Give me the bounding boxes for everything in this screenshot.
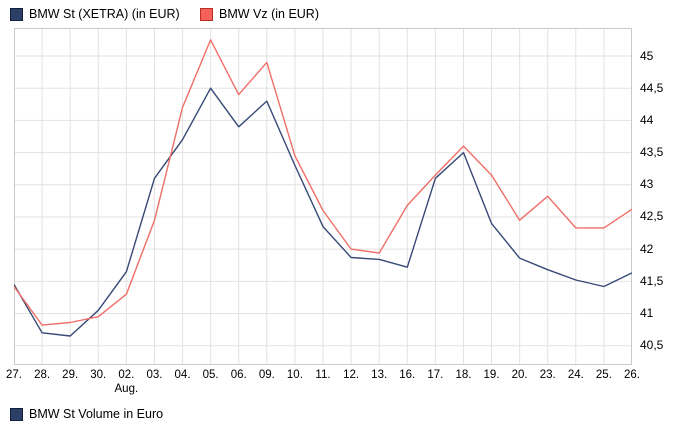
x-axis-tick-label: 25. — [595, 369, 612, 381]
x-axis-tick-label: 02. — [118, 369, 135, 381]
plot-frame — [14, 28, 632, 365]
y-axis-tick-label: 43,5 — [640, 145, 664, 160]
x-axis-tick-label: 18. — [455, 369, 472, 381]
x-axis-tick-label: 24. — [567, 369, 584, 381]
x-axis-tick-label: 17. — [427, 369, 444, 381]
bottom-legend-label: BMW St Volume in Euro — [29, 407, 164, 421]
month-sublabel: Aug. — [114, 383, 139, 395]
y-axis-tick-label: 41,5 — [640, 273, 664, 288]
y-axis-tick-label: 42 — [640, 241, 654, 256]
x-axis-tick-label: 27. — [6, 369, 22, 381]
x-axis-tick-label: 13. — [371, 369, 388, 381]
x-axis-tick-label: 19. — [483, 369, 500, 381]
legend-color-swatch-icon — [200, 7, 213, 21]
x-axis-tick-label: 20. — [511, 369, 528, 381]
x-axis-tick-label: 05. — [202, 369, 219, 381]
price-chart-plot-area — [13, 28, 633, 370]
legend-label: BMW Vz (in EUR) — [219, 7, 319, 21]
y-axis-tick-label: 44 — [640, 112, 654, 127]
y-axis-tick-label: 40,5 — [640, 338, 664, 353]
x-axis-tick-label: 03. — [146, 369, 163, 381]
x-axis-tick-label: 04. — [174, 369, 191, 381]
price-chart-svg — [13, 28, 633, 365]
legend-label: BMW St (XETRA) (in EUR) — [29, 7, 180, 21]
x-axis-tick-label: 11. — [315, 369, 331, 381]
line-bmw-st — [13, 87, 633, 337]
x-axis-tick-label: 23. — [539, 369, 556, 381]
y-axis-tick-label: 43 — [640, 177, 654, 192]
x-axis-tick-label: 12. — [343, 369, 360, 381]
y-axis-tick-label: 42,5 — [640, 209, 664, 224]
legend-item-bmw-st: BMW St (XETRA) (in EUR) — [10, 6, 180, 22]
y-axis-tick-label: 44,5 — [640, 80, 664, 95]
x-axis-tick-label: 10. — [286, 369, 303, 381]
x-axis-tick-label: 28. — [34, 369, 51, 381]
x-axis-tick-label: 30. — [90, 369, 107, 381]
x-axis-tick-label: 29. — [62, 369, 79, 381]
y-axis-tick-label: 41 — [640, 306, 654, 320]
legend-item-bmw-vz: BMW Vz (in EUR) — [200, 6, 319, 22]
legend-color-swatch-icon — [10, 407, 23, 421]
x-axis-tick-label: 06. — [230, 369, 247, 381]
y-axis-tick-label: 45 — [640, 48, 654, 63]
x-axis-tick-label: 26. — [624, 369, 640, 381]
x-axis-tick-label: 16. — [399, 369, 416, 381]
legend-color-swatch-icon — [10, 7, 23, 21]
bottom-legend-clipped: BMW St Volume in Euro — [10, 406, 163, 422]
x-axis-tick-label: 09. — [258, 369, 275, 381]
line-bmw-vz — [13, 39, 633, 326]
